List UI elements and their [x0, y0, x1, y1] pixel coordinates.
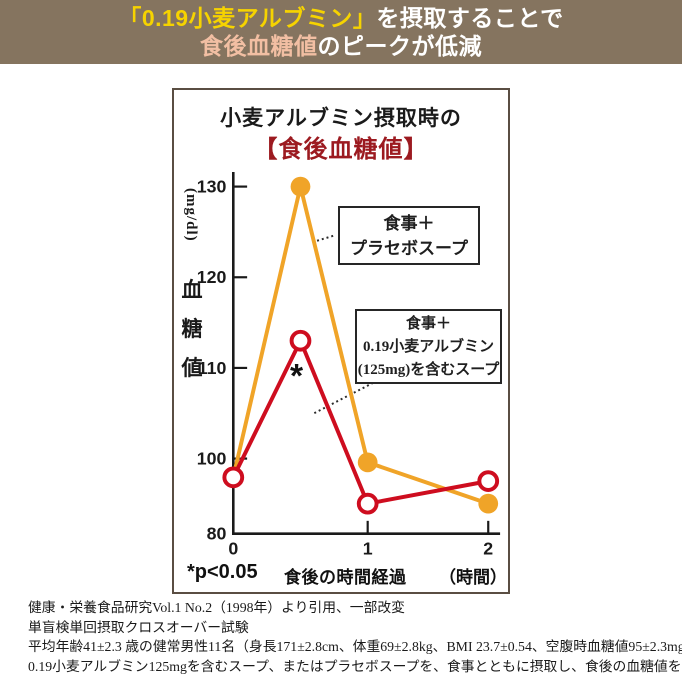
chart-title-line1: 小麦アルブミン摂取時の: [220, 107, 462, 130]
y-axis-unit-label: (mg/dl): [183, 188, 199, 242]
footnote-line: 0.19小麦アルブミン125mgを含むスープ、またはプラセボスープを、食事ととも…: [28, 658, 682, 674]
x-axis-title: 食後の時間経過: [284, 568, 407, 587]
svg-text:80: 80: [207, 524, 227, 544]
legend-albumin-line3: (125mg)を含むスープ: [357, 362, 500, 378]
legend-placebo-line2: プラセボスープ: [350, 239, 468, 258]
header-line2-highlight: 食後血糖値: [200, 33, 318, 59]
p-value-note: *p<0.05: [187, 561, 258, 583]
header-line1-rest: を摂取することで: [376, 5, 564, 31]
svg-text:120: 120: [197, 267, 227, 287]
footnote-line: 単盲検単回摂取クロスオーバー試験: [28, 619, 249, 635]
footnote-line: 平均年齢41±2.3 歳の健常男性11名（身長171±2.8cm、体重69±2.…: [28, 639, 682, 654]
chart-panel: 小麦アルブミン摂取時の 【食後血糖値】 (mg/dl) 血 糖 値 130 120…: [172, 88, 510, 594]
y-axis-title-char: 糖: [181, 317, 203, 341]
legend-placebo: 食事＋ プラセボスープ: [338, 206, 480, 265]
x-axis-unit-label: （時間）: [439, 568, 507, 587]
legend-albumin-line1: 食事＋: [405, 316, 451, 332]
svg-text:2: 2: [483, 538, 493, 558]
header-line1-highlight: 「0.19小麦アルブミン」: [118, 5, 377, 31]
svg-text:110: 110: [198, 358, 227, 378]
footnote-line: 健康・栄養食品研究Vol.1 No.2（1998年）より引用、一部改変: [28, 600, 405, 615]
header-line2-rest: のピークが低減: [317, 33, 482, 59]
y-axis-title-char: 値: [181, 356, 203, 380]
chart-title-line2: 【食後血糖値】: [253, 136, 429, 163]
legend-albumin: 食事＋ 0.19小麦アルブミン (125mg)を含むスープ: [355, 309, 502, 384]
svg-text:0: 0: [228, 538, 238, 558]
header-line1: 「0.19小麦アルブミン」を摂取することで: [0, 4, 682, 32]
svg-text:100: 100: [197, 449, 227, 469]
y-axis-title: 血 糖 値: [180, 274, 204, 382]
footnotes: 健康・栄養食品研究Vol.1 No.2（1998年）より引用、一部改変 単盲検単…: [28, 598, 682, 676]
line-chart-plot: 130 120 110 100 800 1 2 *: [197, 172, 501, 558]
legend-placebo-line1: 食事＋: [383, 214, 435, 233]
svg-text:1: 1: [363, 538, 373, 558]
header-banner: 「0.19小麦アルブミン」を摂取することで 食後血糖値のピークが低減: [0, 0, 682, 64]
header-line2: 食後血糖値のピークが低減: [0, 32, 682, 60]
y-axis-title-char: 血: [181, 278, 203, 302]
svg-text:130: 130: [197, 177, 227, 197]
significance-asterisk: *: [290, 358, 304, 395]
legend-albumin-line2: 0.19小麦アルブミン: [362, 339, 495, 355]
